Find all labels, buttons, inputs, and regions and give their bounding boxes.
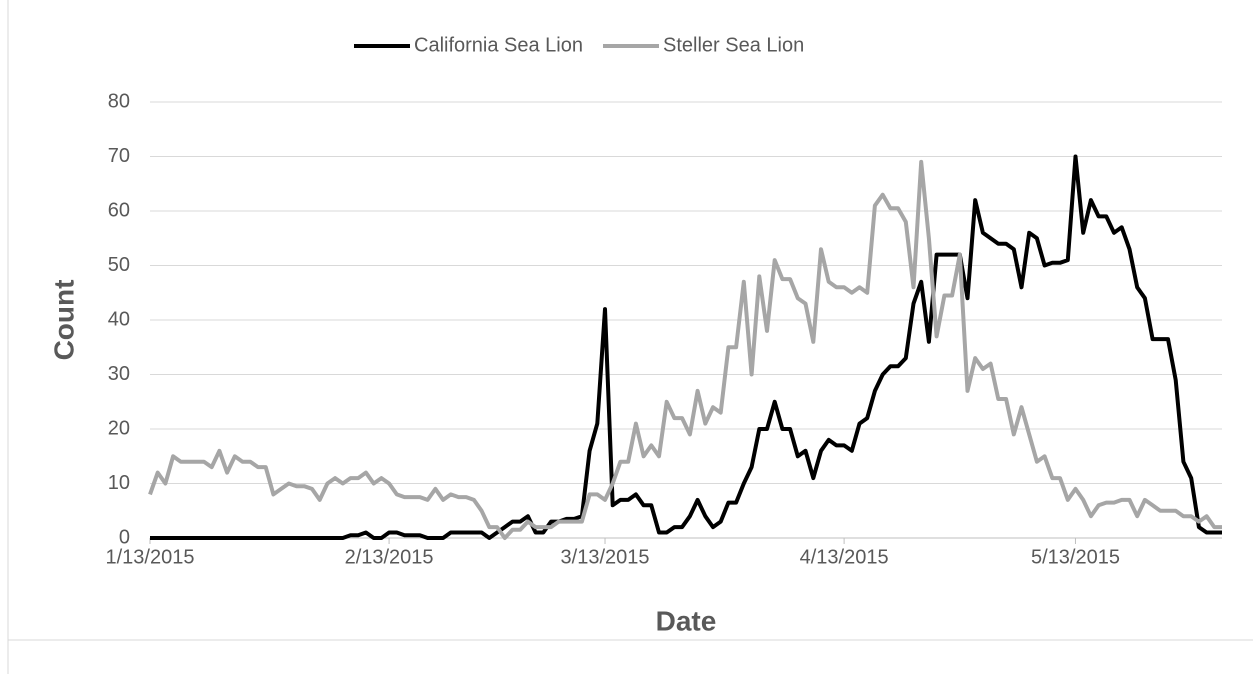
- y-tick-label: 70: [108, 145, 130, 167]
- y-tick-label: 30: [108, 363, 130, 385]
- x-tick-label: 4/13/2015: [800, 546, 889, 568]
- y-axis-title: Count: [48, 280, 79, 361]
- y-tick-label: 50: [108, 254, 130, 276]
- y-tick-label: 10: [108, 472, 130, 494]
- y-tick-label: 40: [108, 308, 130, 330]
- x-tick-label: 2/13/2015: [345, 546, 434, 568]
- x-tick-label: 1/13/2015: [106, 546, 195, 568]
- legend-label: California Sea Lion: [414, 34, 583, 56]
- x-axis-title: Date: [656, 605, 717, 636]
- series-line: [148, 159, 1222, 540]
- y-tick-label: 80: [108, 90, 130, 112]
- series-line: [150, 154, 1222, 540]
- y-tick-label: 0: [119, 526, 130, 548]
- x-tick-label: 5/13/2015: [1031, 546, 1120, 568]
- y-tick-label: 60: [108, 199, 130, 221]
- x-tick-label: 3/13/2015: [561, 546, 650, 568]
- legend-label: Steller Sea Lion: [663, 34, 804, 56]
- y-tick-label: 20: [108, 417, 130, 439]
